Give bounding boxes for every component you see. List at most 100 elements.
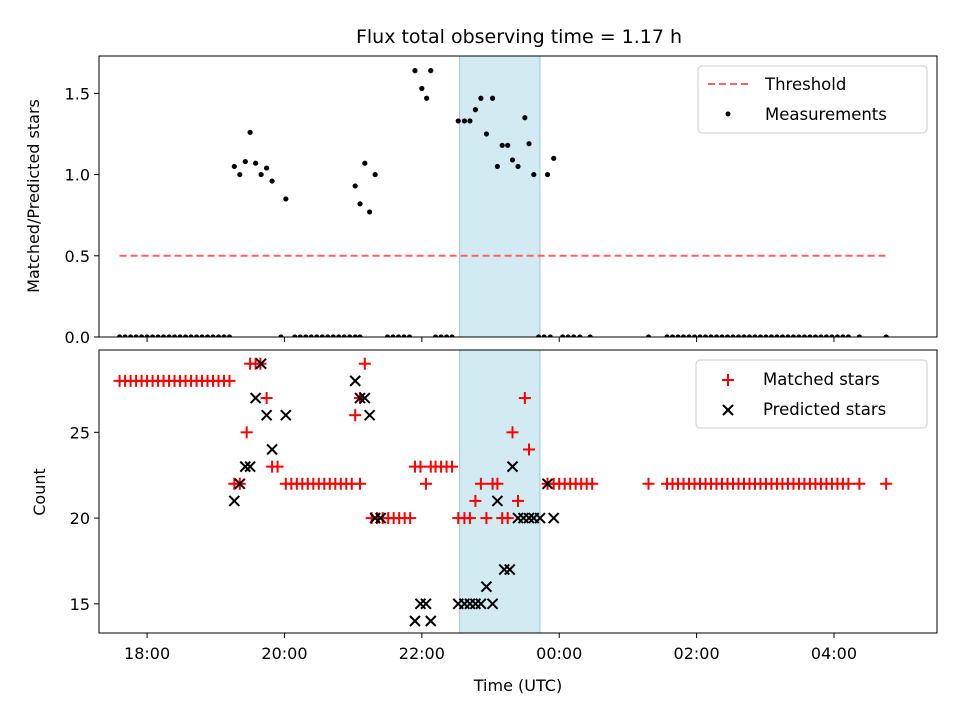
measurement-point (560, 334, 566, 337)
bottom-panel: 15 20 25 18:00 20:00 22:00 00:00 02:00 04:00 Co… (30, 349, 938, 695)
predicted-star-point (491, 495, 504, 507)
matched-star-point (522, 443, 535, 456)
measurement-point (763, 334, 769, 337)
bottom-y-axis-label: Count (30, 468, 49, 516)
measurement-point (515, 163, 521, 170)
bottom-ytick-label: 15 (70, 595, 90, 614)
matched-star-point (842, 477, 855, 490)
measurement-point (390, 334, 396, 337)
top-axes-frame (98, 55, 938, 338)
matched-star-point (642, 477, 655, 490)
measurement-point (210, 334, 216, 337)
measurement-point (449, 334, 455, 337)
matched-star-point (491, 477, 504, 490)
measurement-point (247, 129, 253, 135)
measurement-point (686, 334, 692, 337)
top-panel: 0.0 0.5 1.0 1.5 Matched/Predicted stars Thr… (24, 55, 938, 347)
predicted-star-point (409, 615, 421, 627)
measurement-point (675, 334, 681, 337)
measurement-point (367, 209, 373, 215)
legend-matched-marker (722, 374, 734, 386)
measurement-point (823, 334, 830, 337)
measurement-point (730, 334, 736, 337)
measurement-point (419, 85, 425, 92)
measurement-point (478, 95, 484, 101)
bottom-ytick-label: 25 (70, 423, 90, 442)
measurement-point (856, 334, 862, 337)
matched-star-point (880, 477, 893, 490)
measurement-point (779, 334, 786, 337)
measurement-point (544, 171, 551, 178)
xtick-label: 18:00 (124, 644, 170, 663)
measurement-point (807, 334, 813, 337)
measurement-point (499, 142, 505, 148)
measurement-point (757, 334, 764, 337)
measurement-point (258, 171, 264, 178)
predicted-star-point (280, 409, 292, 421)
measurement-point (278, 334, 284, 337)
legend-threshold-label: Threshold (764, 75, 846, 94)
predicted-star-point (504, 563, 516, 576)
matched-star-point (446, 460, 459, 473)
matched-star-point (349, 409, 362, 422)
measurement-point (829, 334, 835, 337)
predicted-star-point (541, 478, 554, 490)
matched-star-point (518, 392, 531, 405)
top-legend: Threshold Measurements (697, 65, 928, 134)
measurement-point (664, 334, 670, 337)
measurement-point (818, 334, 824, 337)
matched-star-point (419, 477, 432, 490)
legend-matched-label: Matched stars (763, 370, 880, 389)
top-ytick-label: 1.5 (65, 84, 90, 103)
top-highlight-span (459, 55, 541, 338)
predicted-star-point (239, 460, 252, 473)
predicted-star-point (266, 443, 278, 456)
measurement-point (428, 68, 434, 74)
matched-star-point (223, 374, 236, 387)
measurement-point (384, 334, 391, 337)
measurement-point (483, 131, 490, 137)
measurement-point (269, 178, 275, 184)
measurement-point (577, 334, 583, 337)
predicted-star-point (234, 478, 246, 490)
matched-star-point (260, 392, 273, 405)
matched-star-point (512, 494, 524, 507)
top-y-axis-label: Matched/Predicted stars (24, 99, 43, 293)
measurement-point (691, 334, 698, 337)
matched-star-point (240, 426, 253, 439)
measurement-point (283, 196, 289, 202)
matched-star-point (414, 460, 427, 473)
measurement-point (845, 334, 851, 337)
predicted-star-point (534, 512, 546, 524)
measurement-point (117, 334, 123, 337)
measurement-point (226, 334, 233, 337)
bottom-ytick-label: 20 (70, 509, 90, 528)
chart-title: Flux total observing time = 1.17 h (356, 26, 682, 48)
predicted-star-point (420, 598, 432, 610)
measurement-point (713, 334, 720, 337)
measurement-point (221, 334, 227, 337)
measurement-point (645, 334, 652, 337)
measurement-point (587, 334, 593, 337)
predicted-star-point (349, 375, 361, 387)
measurement-point (395, 334, 402, 337)
predicted-star-point (506, 460, 519, 473)
measurement-point (541, 334, 547, 337)
xtick-label: 22:00 (399, 644, 445, 663)
matched-star-point (480, 512, 493, 525)
predicted-star-point (359, 392, 371, 404)
measurement-point (231, 163, 237, 170)
measurement-point (166, 334, 172, 337)
measurement-point (138, 334, 145, 337)
predicted-star-point (228, 495, 241, 507)
measurement-point (352, 334, 358, 337)
measurement-point (237, 171, 243, 178)
matched-star-point (404, 512, 417, 525)
matched-star-point (271, 460, 284, 473)
measurement-point (432, 334, 439, 337)
measurement-point (522, 115, 528, 121)
xtick-label: 04:00 (811, 644, 857, 663)
measurement-point (372, 171, 378, 178)
legend-measurements-label: Measurements (765, 105, 887, 124)
predicted-star-point (374, 512, 387, 524)
